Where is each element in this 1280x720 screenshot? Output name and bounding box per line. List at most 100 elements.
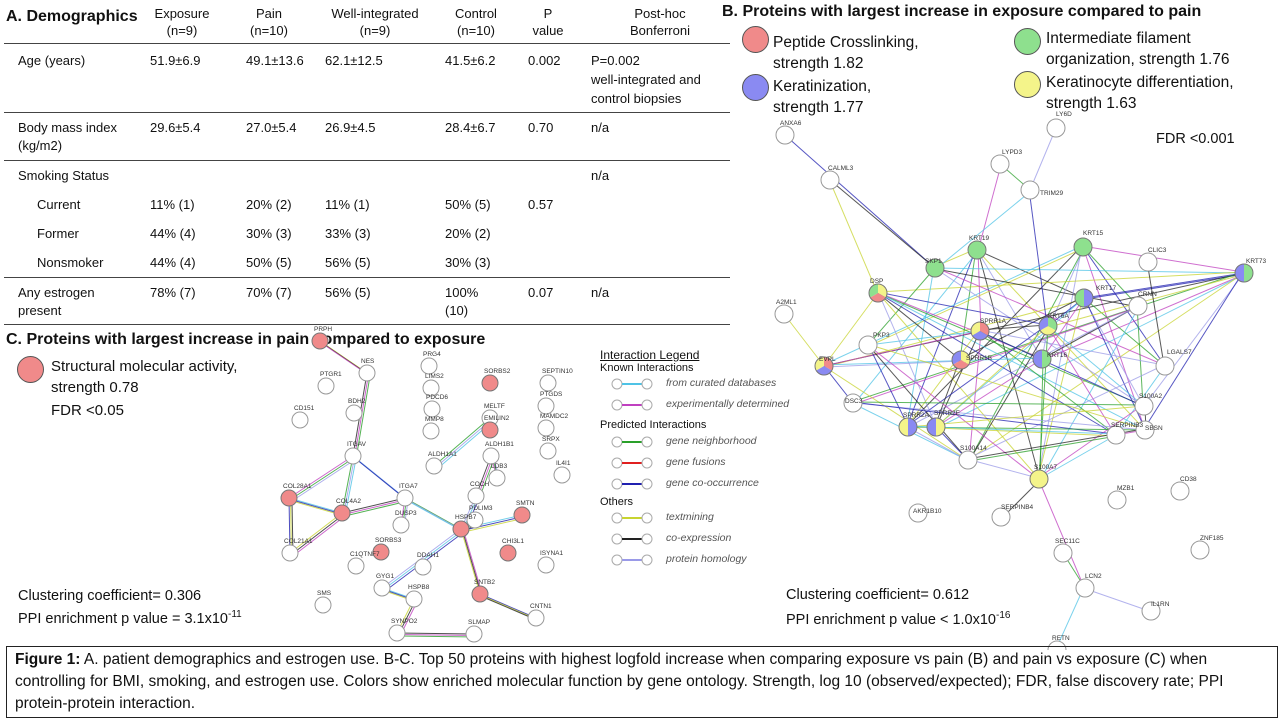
- network-node-label: KRT19: [969, 235, 989, 242]
- network-node-label: DUSP3: [395, 510, 417, 517]
- network-node-label: LYPD3: [1002, 149, 1022, 156]
- network-node: [317, 377, 335, 395]
- legend-line: strength 0.78: [51, 379, 139, 396]
- network-node-label: ITGA7: [399, 483, 418, 490]
- network-node: [898, 417, 918, 437]
- network-node: [820, 170, 840, 190]
- network-edge: [851, 401, 1144, 406]
- network-node: [1047, 640, 1067, 650]
- cell-estrogen-well: 56% (5): [325, 285, 371, 300]
- network-edge: [906, 248, 977, 427]
- network-node: [908, 503, 928, 523]
- legend-line: Keratinocyte differentiation,: [1046, 74, 1234, 91]
- cell-former-exposure: 44% (4): [150, 226, 196, 241]
- network-edge: [462, 530, 482, 596]
- network-node: [537, 419, 555, 437]
- network-edge: [876, 291, 1145, 430]
- network-edge: [878, 293, 963, 362]
- network-edge: [959, 248, 977, 360]
- network-edge: [966, 364, 1165, 460]
- network-node-label: IL1RN: [1151, 601, 1170, 608]
- network-node: [1141, 601, 1161, 621]
- network-edge: [934, 267, 1245, 274]
- caption-text: A. patient demographics and estrogen use…: [15, 651, 1224, 712]
- network-edge: [933, 266, 1165, 366]
- network-edge: [1037, 245, 1083, 479]
- interaction-label: from curated databases: [666, 377, 777, 389]
- network-node-label: SNTB2: [474, 579, 495, 586]
- interaction-label: experimentally determined: [666, 398, 790, 410]
- interaction-legend-item: co-expression: [610, 532, 820, 546]
- network-node: [775, 125, 795, 145]
- network-node-label: CRNN: [1138, 291, 1157, 298]
- network-node-label: HSPB7: [455, 514, 477, 521]
- network-node: [553, 466, 571, 484]
- ppi-exponent: -16: [995, 610, 1011, 621]
- network-node-label: CLIC3: [1148, 247, 1167, 254]
- network-node: [925, 258, 945, 278]
- network-node-label: SEC11C: [1055, 538, 1080, 545]
- interaction-legend-item: gene co-occurrence: [610, 477, 820, 491]
- network-node-label: EVPL: [819, 356, 836, 363]
- network-node-label: PKP3: [873, 332, 890, 339]
- network-edge: [1081, 245, 1244, 273]
- interaction-swatch: [611, 457, 653, 469]
- network-node-label: KRT6A: [1048, 313, 1069, 320]
- network-node-label: SKP1: [925, 258, 942, 265]
- row-label-bmi-2: (kg/m2): [18, 138, 63, 153]
- cell-nonsmoker-pain: 50% (5): [246, 255, 292, 270]
- network-node: [1135, 420, 1155, 440]
- cell-current-p: 0.57: [528, 197, 554, 212]
- network-node: [1053, 543, 1073, 563]
- network-node-label: PTGDS: [540, 391, 563, 398]
- network-node-label: LCN2: [1085, 573, 1102, 580]
- network-node: [423, 400, 441, 418]
- network-node-label: A2ML1: [776, 299, 797, 306]
- network-node-label: KRT73: [1246, 258, 1266, 265]
- network-node-label: PTGR1: [320, 371, 342, 378]
- network-edge: [783, 313, 825, 367]
- network-node: [537, 397, 555, 415]
- network-node-label: COCH: [470, 481, 489, 488]
- legend-structural-molecular: Structural molecular activity, strength …: [51, 356, 237, 398]
- network-node: [422, 379, 440, 397]
- network-edge: [1041, 297, 1085, 360]
- interaction-swatch: [611, 478, 653, 490]
- network-node: [1107, 490, 1127, 510]
- network-node: [539, 442, 557, 460]
- network-edge: [399, 635, 478, 638]
- interaction-legend-title: Interaction Legend: [600, 348, 700, 362]
- network-node-label: MZB1: [1117, 485, 1135, 492]
- table-rule: [4, 112, 730, 113]
- legend-dot-keratinocyte-differentiation: [1014, 71, 1041, 98]
- network-edge: [288, 455, 354, 499]
- network-edge: [1038, 434, 1117, 480]
- network-edge: [935, 297, 1085, 428]
- interaction-legend-item: textmining: [610, 511, 820, 525]
- network-node: [958, 450, 978, 470]
- network-node-label: SMS: [317, 590, 332, 597]
- network-edge: [906, 266, 935, 427]
- network-node-label: SERPINB3: [1111, 422, 1144, 429]
- network-node-label: SORBS3: [375, 537, 402, 544]
- network-edge: [968, 331, 982, 462]
- network-edge: [878, 293, 1041, 481]
- cell-nonsmoker-exposure: 44% (4): [150, 255, 196, 270]
- network-node: [344, 447, 362, 465]
- network-edge: [959, 296, 1084, 360]
- network-edge: [977, 164, 1002, 252]
- network-node-label: TRIM29: [1040, 190, 1064, 197]
- network-edge: [977, 250, 982, 333]
- network-node: [774, 304, 794, 324]
- network-node: [333, 504, 351, 522]
- cell-bmi-control: 28.4±6.7: [445, 120, 496, 135]
- network-edge: [980, 331, 1146, 408]
- network-edge: [463, 517, 526, 533]
- interaction-legend-item: protein homology: [610, 553, 820, 567]
- network-edge: [479, 593, 537, 619]
- network-node-label: COL21A1: [284, 538, 313, 545]
- network-node: [1128, 296, 1148, 316]
- network-edge: [1143, 271, 1244, 430]
- network-node-label: KRT15: [1083, 230, 1103, 237]
- legend-intermediate-filament: Intermediate filament organization, stre…: [1046, 28, 1230, 70]
